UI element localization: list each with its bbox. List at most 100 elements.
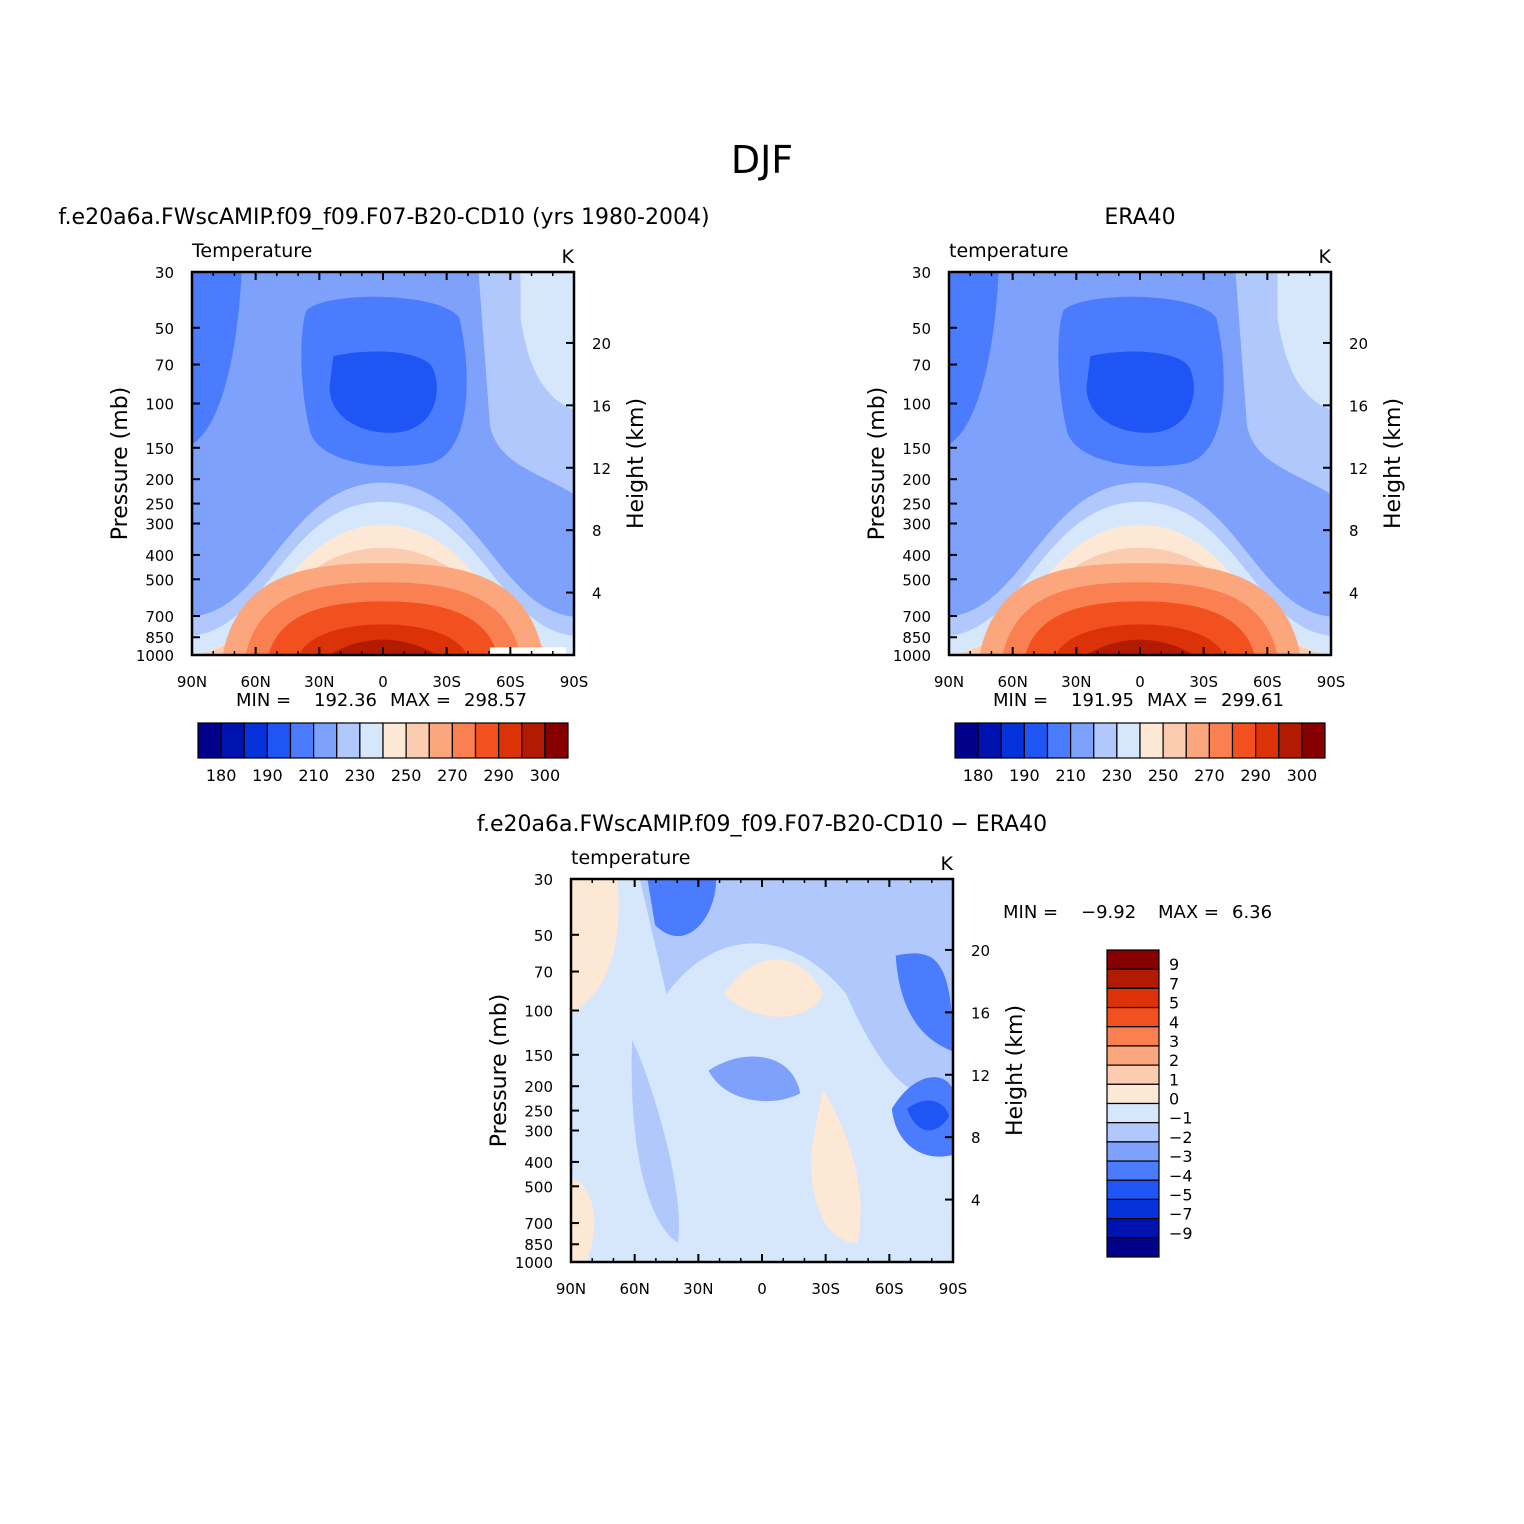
diff-warm-right	[811, 1089, 861, 1243]
y-right-tick-label: 4	[592, 585, 602, 603]
x-tick-label: 60N	[998, 673, 1028, 691]
colorbar-box	[1106, 1160, 1160, 1181]
colorbar-box	[1106, 949, 1160, 970]
y-tick-label: 150	[145, 440, 174, 458]
colorbar-label: 190	[252, 766, 283, 785]
colorbar-box	[1106, 1218, 1160, 1239]
colorbar-box	[1046, 722, 1072, 759]
missing-data-patch	[489, 647, 567, 655]
colorbar-box	[1106, 1237, 1160, 1258]
colorbar-box	[1023, 722, 1049, 759]
contour-field	[192, 272, 574, 655]
colorbar-box	[336, 722, 361, 759]
contour-cold-core-inner	[329, 351, 437, 433]
y-right-tick-label: 12	[592, 460, 611, 478]
colorbar-label: 2	[1169, 1051, 1179, 1070]
colorbar-label: 270	[1194, 766, 1225, 785]
colorbar-box	[197, 722, 222, 759]
x-tick-label: 60N	[241, 673, 271, 691]
y-tick-label: 150	[902, 440, 931, 458]
diff-warm-center	[723, 959, 824, 1017]
y-tick-label: 850	[902, 629, 931, 647]
x-tick-label: 90N	[177, 673, 207, 691]
y-tick-label: 300	[145, 515, 174, 533]
colorbar-box	[1278, 722, 1303, 759]
contour-cold-core-inner	[1086, 351, 1194, 433]
units-label: K	[562, 246, 575, 268]
units-label: K	[941, 853, 954, 875]
colorbar-label: 180	[206, 766, 237, 785]
y-tick-label: 150	[524, 1047, 553, 1065]
y-tick-label: 700	[524, 1215, 553, 1233]
colorbar-box	[521, 722, 546, 759]
y-right-tick-label: 16	[592, 397, 611, 415]
colorbar-box	[1106, 1083, 1160, 1105]
colorbar-label: 0	[1169, 1090, 1179, 1109]
colorbar-box	[1106, 1045, 1160, 1066]
y-tick-label: 400	[145, 547, 174, 565]
y-tick-label: 250	[524, 1103, 553, 1121]
panel-2: ERA40 temperature K 90N 60N 30N 0 30S 60S 90S 30 50…	[865, 205, 1406, 785]
min-label: MIN =	[236, 690, 291, 711]
y-tick-label: 1000	[515, 1254, 553, 1272]
y-right-tick-label: 20	[592, 335, 611, 353]
max-label: MAX =	[390, 690, 451, 711]
colorbar-label: 4	[1169, 1013, 1179, 1032]
colorbar-box	[1106, 1102, 1160, 1124]
x-tick-label: 30S	[811, 1280, 840, 1298]
x-tick-label: 90S	[939, 1280, 968, 1298]
page-title: DJF	[731, 138, 793, 182]
colorbar-box	[1208, 722, 1234, 759]
x-tick-label: 60S	[496, 673, 525, 691]
panel-3: f.e20a6a.FWscAMIP.f09_f09.F07-B20-CD10 −…	[477, 812, 1272, 1298]
y-right-tick-label: 20	[1349, 335, 1368, 353]
colorbar-label: 270	[437, 766, 468, 785]
y-right-tick-label: 20	[971, 942, 990, 960]
x-tick-label: 60S	[875, 1280, 904, 1298]
y-right-tick-label: 4	[971, 1192, 981, 1210]
y-tick-label: 200	[145, 471, 174, 489]
colorbar-box	[1106, 1026, 1160, 1047]
colorbar-label: 300	[530, 766, 561, 785]
panel-1: f.e20a6a.FWscAMIP.f09_f09.F07-B20-CD10 (…	[58, 205, 709, 785]
y-tick-label: 700	[902, 608, 931, 626]
max-label: MAX =	[1158, 902, 1219, 923]
y-tick-label: 700	[145, 608, 174, 626]
y-tick-label: 30	[534, 871, 553, 889]
colorbar-label: 210	[298, 766, 329, 785]
colorbar-label: 9	[1169, 955, 1179, 974]
diff-cold-right-upper	[895, 953, 953, 1052]
y-right-tick-label: 16	[971, 1004, 990, 1022]
colorbar-label: 300	[1287, 766, 1318, 785]
x-tick-label: 30S	[1189, 673, 1218, 691]
x-tick-label: 90N	[556, 1280, 586, 1298]
y-axis-label: Pressure (mb)	[865, 387, 890, 541]
diff-cool-center	[708, 1056, 801, 1102]
x-tick-label: 30N	[1061, 673, 1091, 691]
colorbar-box	[220, 722, 245, 759]
units-label: K	[1319, 246, 1332, 268]
y-tick-label: 250	[902, 496, 931, 514]
colorbar-label: −3	[1169, 1147, 1193, 1166]
colorbar-label: −1	[1169, 1109, 1193, 1128]
x-tick-label: 90S	[560, 673, 589, 691]
y-right-tick-label: 12	[971, 1067, 990, 1085]
x-tick-label: 90N	[934, 673, 964, 691]
y-tick-label: 50	[155, 320, 174, 338]
contour-field	[571, 879, 953, 1262]
colorbar-label: 1	[1169, 1070, 1179, 1089]
colorbar-box	[1093, 722, 1118, 759]
colorbar-box	[1162, 722, 1187, 759]
colorbar-box	[451, 722, 477, 759]
panel-title: ERA40	[1104, 205, 1175, 230]
y-tick-label: 500	[145, 571, 174, 589]
colorbar-box	[243, 722, 268, 759]
contour-left-top	[949, 272, 999, 445]
contour-lighter-right	[520, 272, 574, 410]
colorbar-label: 190	[1009, 766, 1040, 785]
y-tick-label: 300	[524, 1122, 553, 1140]
colorbar-box	[1000, 722, 1025, 759]
x-tick-label: 30N	[304, 673, 334, 691]
colorbar-box	[1106, 1179, 1160, 1201]
y-tick-label: 70	[155, 357, 174, 375]
